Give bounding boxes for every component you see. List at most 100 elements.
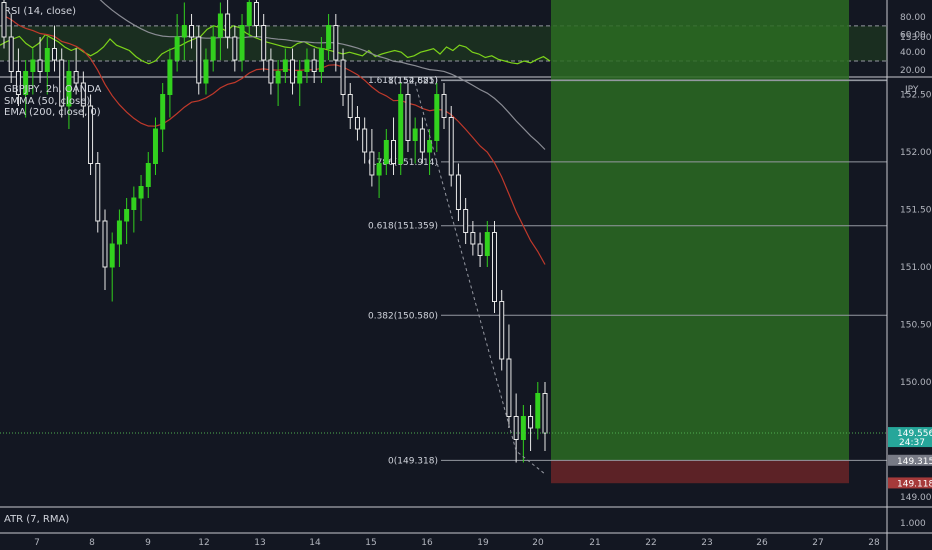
candle — [448, 106, 454, 187]
candle-body — [434, 94, 440, 141]
candle — [44, 37, 50, 95]
candle-body — [369, 151, 375, 176]
candle — [174, 14, 180, 72]
candle — [37, 37, 43, 83]
candle-body — [463, 209, 469, 233]
price-tag: 149.315 — [888, 454, 932, 467]
candle-body — [232, 36, 238, 61]
candle-body — [1, 2, 7, 38]
candle-body — [513, 416, 519, 440]
time-tick: 14 — [309, 538, 321, 548]
candle-body — [15, 71, 21, 95]
candle-body — [484, 232, 490, 256]
candle — [391, 117, 397, 175]
price-tick: 149.000 — [900, 493, 932, 503]
candle — [520, 405, 526, 463]
candle-body — [542, 393, 548, 434]
rsi-tick: 40.00 — [900, 48, 926, 58]
candle-body — [441, 94, 447, 118]
time-tick: 20 — [532, 538, 544, 548]
fib-level[interactable]: 1.618(154.885) — [368, 76, 887, 86]
candle-body — [362, 128, 368, 153]
time-axis[interactable]: 7 8 9 12 13 14 15 16 19 20 21 22 23 26 27 28 — [34, 538, 880, 548]
time-tick: 22 — [645, 538, 656, 548]
price-tag: 149.118 — [888, 477, 932, 489]
candle — [528, 405, 534, 451]
candle — [217, 2, 223, 60]
candle — [463, 198, 469, 244]
candle — [268, 48, 274, 95]
candle-body — [8, 36, 14, 72]
candle — [376, 152, 382, 198]
candle-body — [80, 82, 86, 107]
candle — [138, 175, 144, 221]
candle-body — [419, 128, 425, 153]
candle — [152, 117, 158, 175]
candle-body — [88, 105, 94, 164]
candle — [347, 83, 353, 129]
time-tick: 26 — [756, 538, 768, 548]
time-tick: 7 — [34, 538, 40, 548]
price-tick: 150.000 — [900, 378, 932, 388]
long-position-target-zone[interactable] — [551, 0, 849, 461]
candle-body — [405, 94, 411, 141]
candle-body — [383, 140, 389, 164]
candle-body — [427, 140, 433, 153]
smma-label: SMMA (50, close) — [4, 96, 90, 107]
candle-body — [492, 232, 498, 302]
fib-level[interactable]: 0(149.318) — [388, 456, 887, 466]
candle — [225, 0, 231, 49]
candle-body — [290, 59, 296, 84]
price-tick: 152.000 — [900, 148, 932, 158]
candle — [59, 48, 65, 118]
price-tick: 153.000 — [900, 33, 932, 43]
candle-body — [347, 94, 353, 118]
price-tick: 150.500 — [900, 321, 932, 331]
candle — [102, 209, 108, 290]
candle-body — [44, 48, 50, 72]
time-tick: 21 — [589, 538, 600, 548]
main-pane: 1.618(154.885)1.272(153.520)1(152.621)0.… — [0, 0, 932, 503]
fib-label: 1(152.621) — [388, 77, 438, 87]
candle — [239, 14, 245, 72]
candle — [282, 48, 288, 83]
candle — [441, 83, 447, 129]
candle — [95, 152, 101, 233]
candle — [499, 290, 505, 371]
candle-body — [340, 59, 346, 95]
candle-body — [51, 48, 57, 61]
rsi-tick: 60.00 — [900, 31, 926, 41]
price-tag-bg — [888, 427, 932, 448]
time-tick: 9 — [145, 538, 151, 548]
candle-body — [152, 128, 158, 164]
candle — [311, 48, 317, 83]
candle-body — [318, 48, 324, 72]
candle — [124, 198, 130, 244]
rsi-line — [0, 25, 551, 65]
candle-body — [268, 59, 274, 84]
fib-level[interactable]: 1(152.621) — [388, 77, 887, 87]
smma-50-line — [3, 15, 546, 265]
candle — [1, 0, 7, 49]
candle — [354, 106, 360, 141]
candle — [470, 221, 476, 256]
fib-level[interactable]: 0.618(151.359) — [368, 222, 887, 232]
candle-body — [333, 25, 339, 61]
candle-body — [59, 59, 65, 107]
candle — [253, 0, 259, 37]
time-tick: 16 — [421, 538, 433, 548]
candle — [362, 117, 368, 164]
candle — [203, 48, 209, 95]
long-position-stop-zone[interactable] — [551, 460, 849, 484]
candle-body — [528, 416, 534, 429]
fib-level[interactable]: 0.382(150.580) — [368, 311, 887, 321]
candle-body — [506, 358, 512, 417]
candle — [542, 382, 548, 451]
candle — [535, 382, 541, 440]
time-tick: 28 — [868, 538, 880, 548]
candle — [51, 25, 57, 72]
candle — [73, 48, 79, 95]
candle-body — [23, 71, 29, 95]
